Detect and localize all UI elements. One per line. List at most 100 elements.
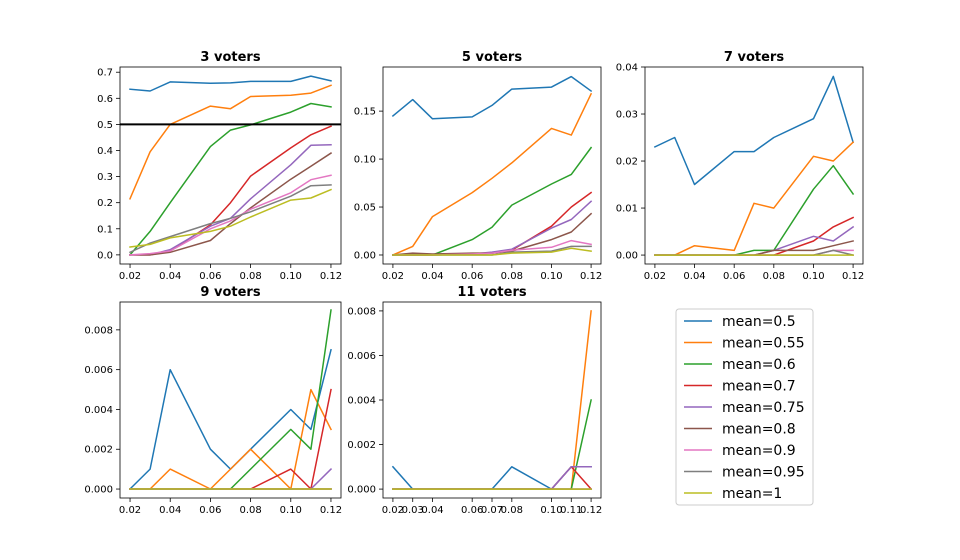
x-tick-label: 0.06: [461, 505, 483, 516]
series-line-mean-1: [392, 247, 592, 256]
legend-entry: mean=0.8: [684, 422, 796, 438]
x-tick-label: 0.04: [421, 505, 443, 516]
x-tick-label: 0.10: [540, 505, 562, 516]
legend-entry: mean=0.95: [684, 465, 805, 481]
x-tick-label: 0.08: [239, 505, 261, 516]
y-tick-label: 0.004: [347, 396, 376, 407]
y-tick-label: 0.006: [84, 365, 113, 376]
y-tick-label: 0.006: [347, 351, 376, 362]
y-tick-label: 0.01: [616, 204, 638, 215]
series-line-mean-0-55: [129, 388, 333, 490]
legend-label: mean=0.75: [722, 400, 805, 416]
series-line-mean-0-6: [129, 309, 332, 490]
y-tick-label: 0.7: [97, 68, 113, 79]
subplot-title: 9 voters: [200, 285, 260, 300]
series-line-mean-0-8: [129, 152, 333, 256]
x-tick-label: 0.12: [580, 505, 602, 516]
subplot-title: 7 voters: [724, 50, 784, 65]
series-line-mean-0-95: [129, 184, 332, 254]
series-group: [391, 310, 593, 491]
legend-entry: mean=0.5: [684, 314, 796, 330]
subplot-2: 5 voters 0.02 0.04 0.06 0.08 0.10 0.12 0.00 0.05…: [354, 50, 602, 282]
y-tick-label: 0.00: [354, 250, 376, 261]
legend-entry: mean=0.55: [684, 336, 805, 352]
y-tick-label: 0.05: [354, 203, 376, 214]
y-tick-label: 0.00: [616, 251, 638, 262]
series-line-mean-0-55: [654, 141, 855, 256]
x-tick-label: 0.02: [382, 271, 404, 282]
x-tick-label: 0.02: [382, 505, 404, 516]
series-line-mean-1: [129, 188, 332, 248]
series-group: [391, 75, 593, 256]
subplot-title: 5 voters: [462, 50, 522, 65]
series-line-mean-0-7: [654, 216, 855, 256]
series-line-mean-0-75: [392, 200, 593, 256]
y-tick-label: 0.0: [97, 250, 113, 261]
y-tick-label: 0.5: [97, 120, 113, 131]
legend-entry: mean=0.6: [684, 357, 796, 373]
series-line-mean-0-6: [128, 102, 332, 256]
axes-frame: [644, 66, 864, 265]
x-tick-label: 0.10: [540, 271, 562, 282]
x-tick-label: 0.02: [119, 505, 141, 516]
x-tick-label: 0.08: [501, 505, 523, 516]
legend: mean=0.5 mean=0.55 mean=0.6 mean=0.7 mean=0.…: [675, 308, 814, 506]
legend-entry: mean=1: [684, 486, 782, 502]
y-tick-label: 0.3: [97, 172, 113, 183]
series-line-mean-0-6: [654, 164, 855, 256]
x-tick-label: 0.10: [280, 505, 302, 516]
x-tick-label: 0.06: [199, 271, 221, 282]
x-tick-label: 0.06: [723, 271, 745, 282]
legend-label: mean=0.6: [722, 357, 796, 373]
x-tick-label: 0.08: [239, 271, 261, 282]
y-tick-label: 0.15: [354, 107, 376, 118]
legend-frame: [675, 308, 814, 506]
series-line-mean-0-75: [129, 144, 332, 256]
legend-label: mean=1: [722, 486, 782, 502]
series-line-mean-0-6: [392, 399, 592, 490]
x-tick-label: 0.04: [159, 505, 181, 516]
legend-label: mean=0.95: [722, 465, 805, 481]
x-tick-label: 0.12: [842, 271, 864, 282]
subplot-3: 7 voters 0.02 0.04 0.06 0.08 0.10 0.12 0.00 0.01…: [616, 50, 864, 282]
series-line-mean-0-6: [392, 146, 593, 256]
subplot-title: 3 voters: [200, 50, 260, 65]
legend-label: mean=0.5: [722, 314, 796, 330]
x-tick-label: 0.02: [644, 271, 666, 282]
x-tick-label: 0.04: [421, 271, 443, 282]
x-tick-label: 0.02: [119, 271, 141, 282]
x-tick-label: 0.10: [802, 271, 824, 282]
x-tick-label: 0.12: [580, 271, 602, 282]
series-group: [653, 75, 855, 257]
y-tick-label: 0.004: [84, 405, 113, 416]
x-tick-label: 0.03: [402, 505, 424, 516]
axes-frame: [119, 66, 342, 265]
x-tick-label: 0.11: [560, 505, 582, 516]
legend-label: mean=0.8: [722, 422, 796, 438]
y-tick-label: 0.04: [616, 63, 638, 74]
y-tick-label: 0.000: [84, 485, 113, 496]
y-tick-label: 0.2: [97, 198, 113, 209]
series-line-mean-0-55: [391, 92, 593, 256]
axes-frame: [382, 301, 602, 499]
x-tick-label: 0.04: [159, 271, 181, 282]
y-tick-label: 0.6: [97, 94, 113, 105]
x-tick-label: 0.08: [763, 271, 785, 282]
series-group: [120, 75, 341, 256]
x-tick-label: 0.12: [320, 505, 342, 516]
subplot-1: 3 voters 0.02 0.04 0.06 0.08 0.10 0.12 0.0 0.1 0.…: [97, 50, 342, 282]
y-tick-label: 0.008: [347, 306, 376, 317]
legend-label: mean=0.55: [722, 336, 805, 352]
series-line-mean-0-5: [129, 75, 332, 92]
y-tick-label: 0.1: [97, 224, 113, 235]
axes-frame: [382, 66, 602, 265]
series-line-mean-0-55: [129, 84, 332, 200]
y-tick-label: 0.4: [97, 146, 113, 157]
legend-label: mean=0.7: [722, 379, 796, 395]
series-line-mean-0-75: [392, 466, 592, 490]
y-tick-label: 0.008: [84, 325, 113, 336]
x-tick-label: 0.10: [280, 271, 302, 282]
y-tick-label: 0.000: [347, 485, 376, 496]
series-line-mean-0-9: [129, 174, 332, 256]
